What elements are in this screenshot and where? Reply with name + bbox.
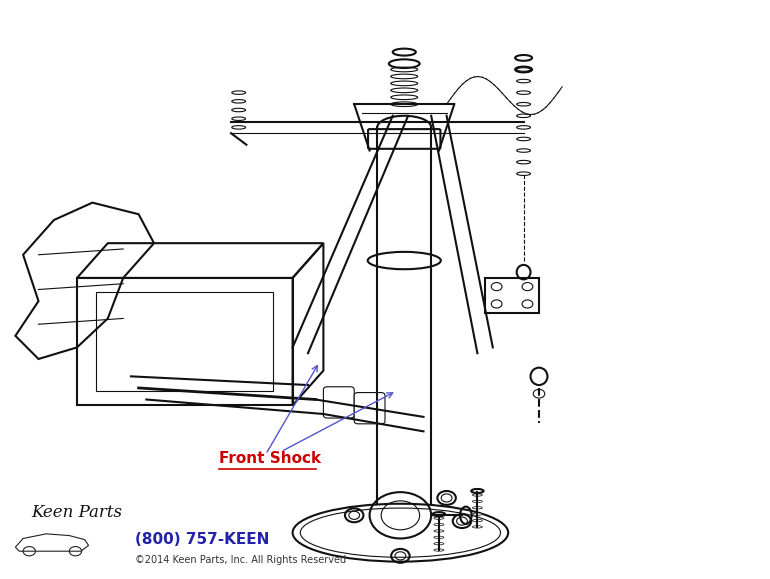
Ellipse shape [232, 117, 246, 120]
Ellipse shape [517, 149, 531, 152]
Ellipse shape [472, 500, 482, 503]
Ellipse shape [390, 95, 417, 100]
Ellipse shape [390, 102, 417, 107]
Ellipse shape [517, 126, 531, 129]
Text: Keen Parts: Keen Parts [31, 504, 122, 521]
Ellipse shape [472, 513, 482, 515]
Ellipse shape [434, 523, 444, 526]
Ellipse shape [434, 517, 444, 519]
Ellipse shape [390, 74, 417, 79]
Ellipse shape [390, 88, 417, 93]
Ellipse shape [517, 102, 531, 106]
Text: (800) 757-KEEN: (800) 757-KEEN [135, 532, 270, 547]
Ellipse shape [434, 530, 444, 532]
FancyBboxPatch shape [323, 387, 354, 418]
Ellipse shape [434, 536, 444, 538]
Ellipse shape [517, 172, 531, 175]
Ellipse shape [232, 108, 246, 112]
Ellipse shape [472, 507, 482, 509]
Ellipse shape [472, 519, 482, 522]
Ellipse shape [390, 81, 417, 86]
Ellipse shape [517, 68, 531, 71]
Ellipse shape [232, 126, 246, 129]
Ellipse shape [472, 526, 482, 528]
Ellipse shape [232, 91, 246, 94]
FancyBboxPatch shape [354, 393, 385, 424]
Text: ©2014 Keen Parts, Inc. All Rights Reserved: ©2014 Keen Parts, Inc. All Rights Reserv… [135, 555, 346, 565]
Ellipse shape [517, 137, 531, 141]
Ellipse shape [434, 549, 444, 551]
Text: Front Shock: Front Shock [219, 451, 322, 466]
Ellipse shape [232, 100, 246, 103]
Ellipse shape [390, 67, 417, 72]
Ellipse shape [434, 543, 444, 545]
Ellipse shape [517, 79, 531, 83]
Ellipse shape [517, 91, 531, 94]
Ellipse shape [472, 494, 482, 496]
Ellipse shape [517, 160, 531, 164]
Ellipse shape [517, 114, 531, 118]
